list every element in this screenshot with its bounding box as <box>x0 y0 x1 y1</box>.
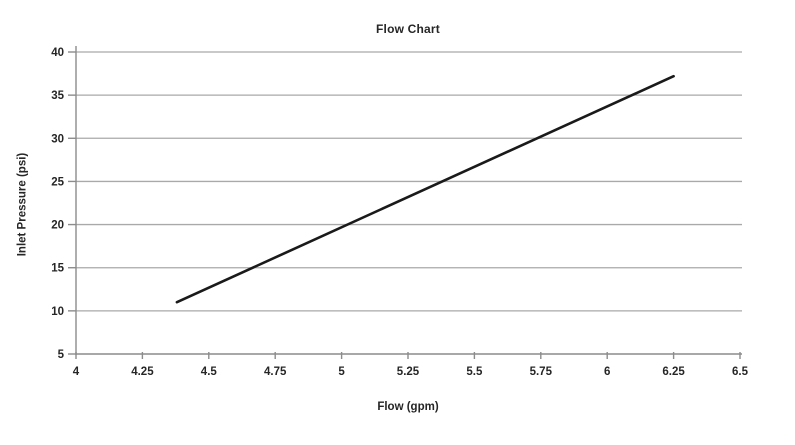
x-tick-label: 4.5 <box>201 366 218 378</box>
x-tick-label: 6.5 <box>732 366 749 378</box>
y-tick-label: 10 <box>51 306 64 318</box>
x-tick-label: 4 <box>73 366 80 378</box>
y-tick-label: 30 <box>51 133 64 145</box>
y-tick-label: 5 <box>58 349 65 361</box>
x-tick-label: 6 <box>604 366 610 378</box>
y-tick-label: 25 <box>51 176 64 188</box>
chart-title: Flow Chart <box>376 22 440 36</box>
x-tick-label: 5.25 <box>397 366 420 378</box>
x-tick-label: 6.25 <box>662 366 685 378</box>
x-tick-label: 4.25 <box>131 366 154 378</box>
x-tick-label: 5.5 <box>466 366 483 378</box>
x-tick-label: 5 <box>338 366 345 378</box>
x-tick-label: 4.75 <box>264 366 287 378</box>
x-axis-title: Flow (gpm) <box>377 401 439 413</box>
x-tick-label: 5.75 <box>530 366 553 378</box>
y-tick-label: 35 <box>51 90 64 102</box>
y-tick-label: 15 <box>51 263 64 275</box>
data-line <box>175 74 675 304</box>
y-tick-label: 20 <box>51 220 64 232</box>
y-tick-label: 40 <box>51 47 64 59</box>
